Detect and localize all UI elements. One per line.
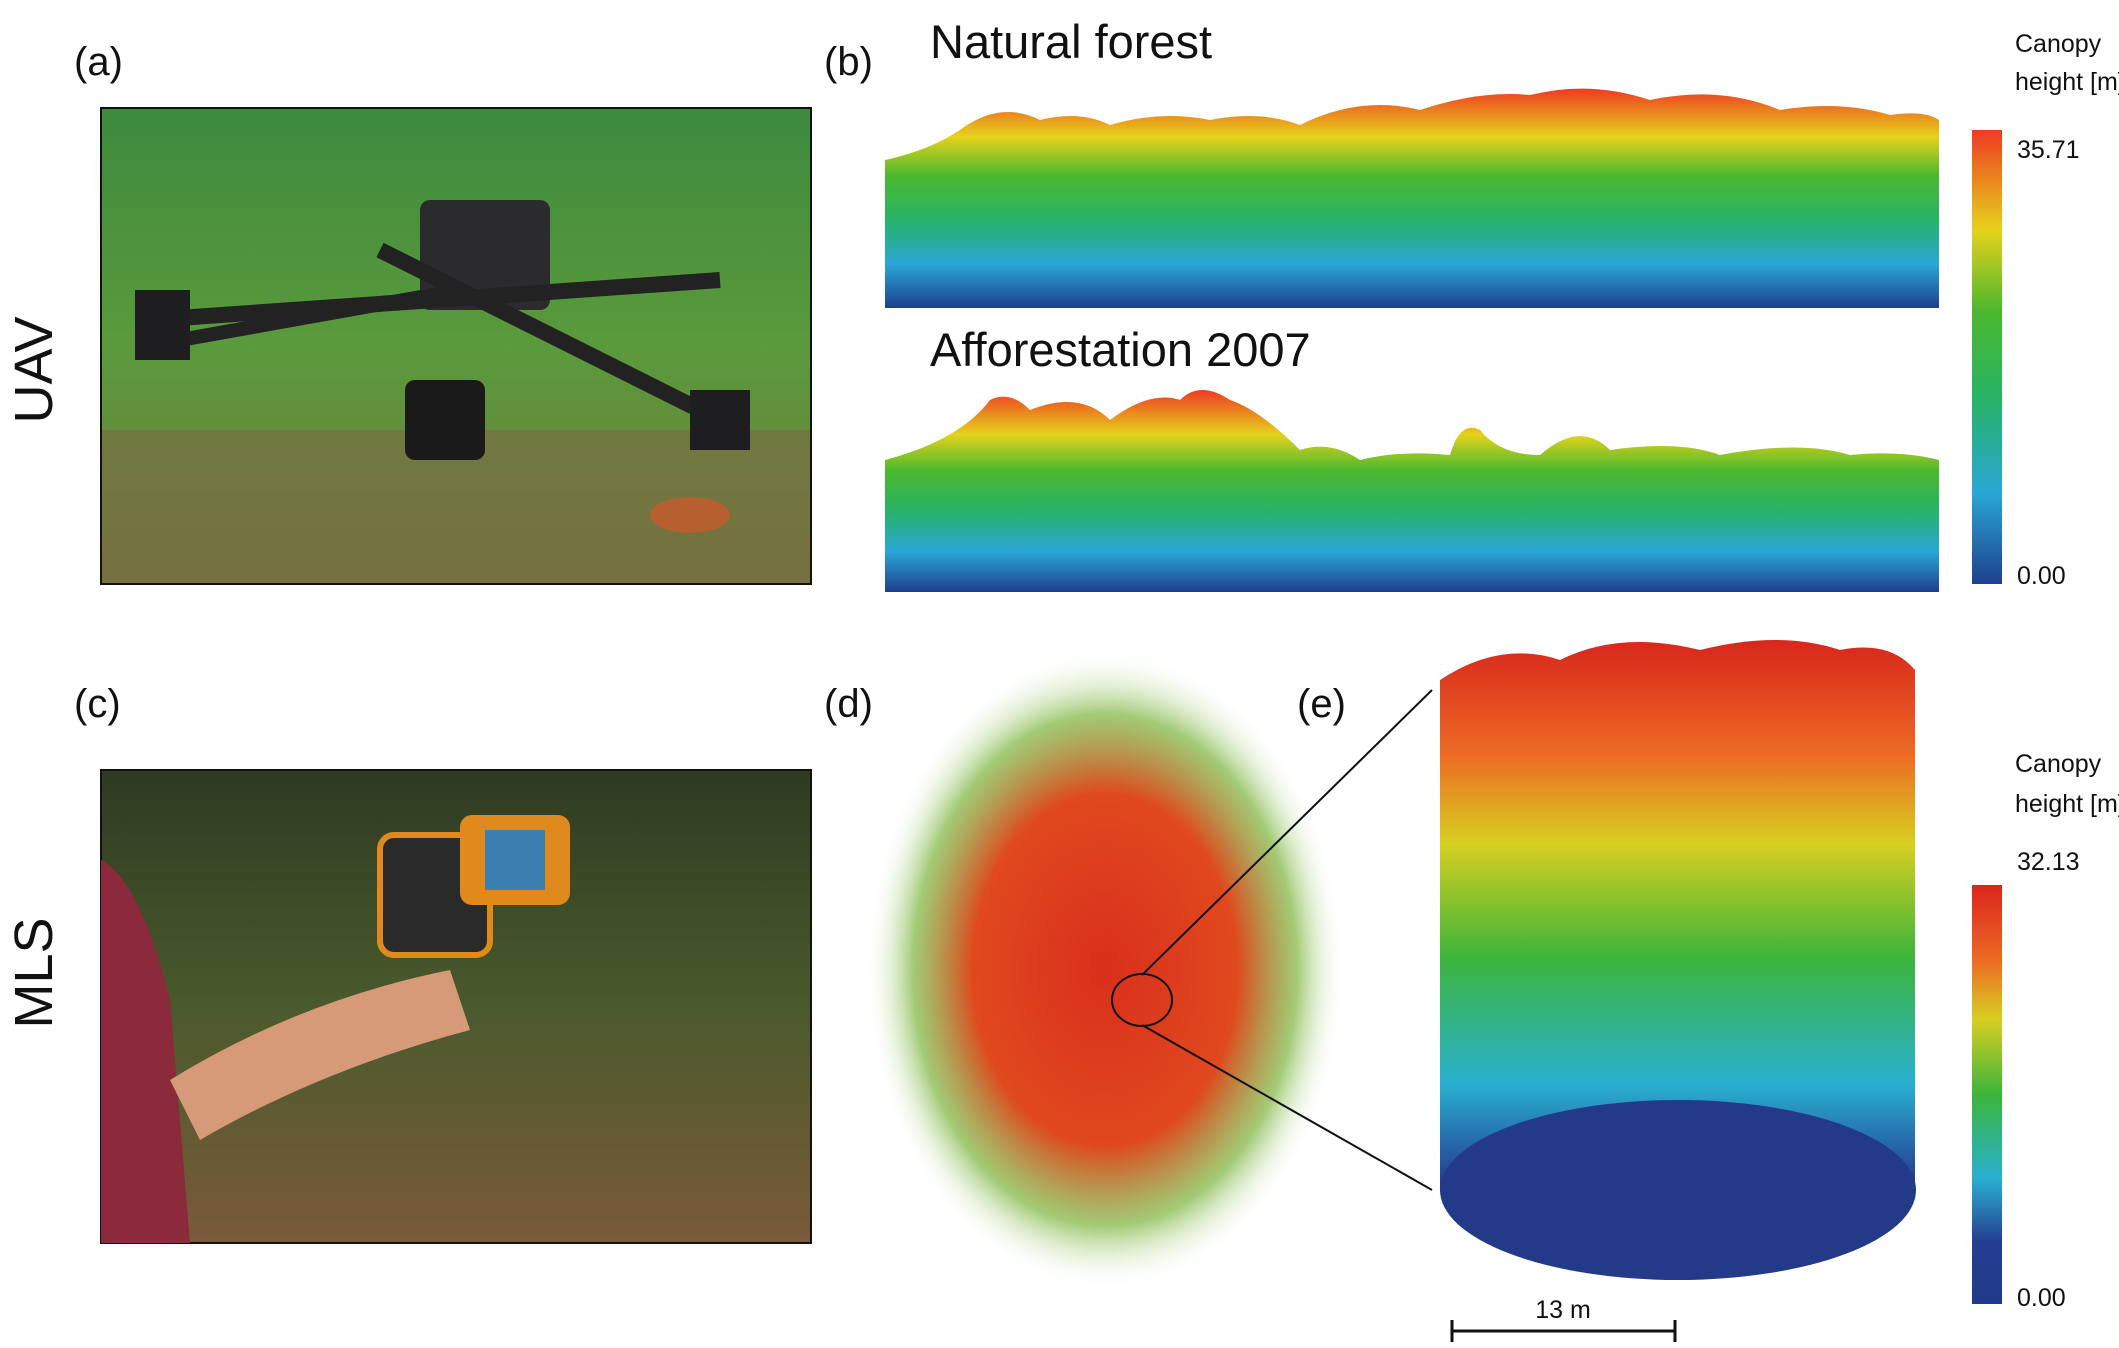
panel-label: (a) [74,40,123,84]
panel-label: (e) [1297,682,1346,726]
zoom-line [1141,689,1433,976]
uav-photo [100,107,812,585]
colorbar-min: 0.00 [2017,1284,2066,1312]
point-cloud-top-view [865,650,1345,1290]
scale-bar-label: 13 m [1535,1296,1591,1324]
row-label: MLS [4,917,64,1028]
panel-label: (c) [74,682,121,726]
colorbar-title: height [m] [2015,68,2119,96]
plot-ground [1440,1100,1916,1280]
colorbar [1972,130,2002,584]
colorbar-min: 0.00 [2017,562,2066,590]
panel-label: (b) [824,40,873,84]
colorbar-title: Canopy [2015,750,2102,778]
row-label: UAV [4,316,64,423]
cloud-title: Afforestation 2007 [930,323,1311,376]
colorbar [1972,885,2002,1304]
mls-photo [100,769,812,1244]
zoom-line [1141,1024,1433,1191]
colorbar-max: 32.13 [2017,848,2080,876]
point-cloud [885,88,1939,308]
point-cloud [885,390,1939,592]
colorbar-title: height [m] [2015,790,2119,818]
colorbar-title: Canopy [2015,30,2102,58]
colorbar-max: 35.71 [2017,136,2080,164]
cloud-title: Natural forest [930,15,1212,68]
panel-label: (d) [824,682,873,726]
